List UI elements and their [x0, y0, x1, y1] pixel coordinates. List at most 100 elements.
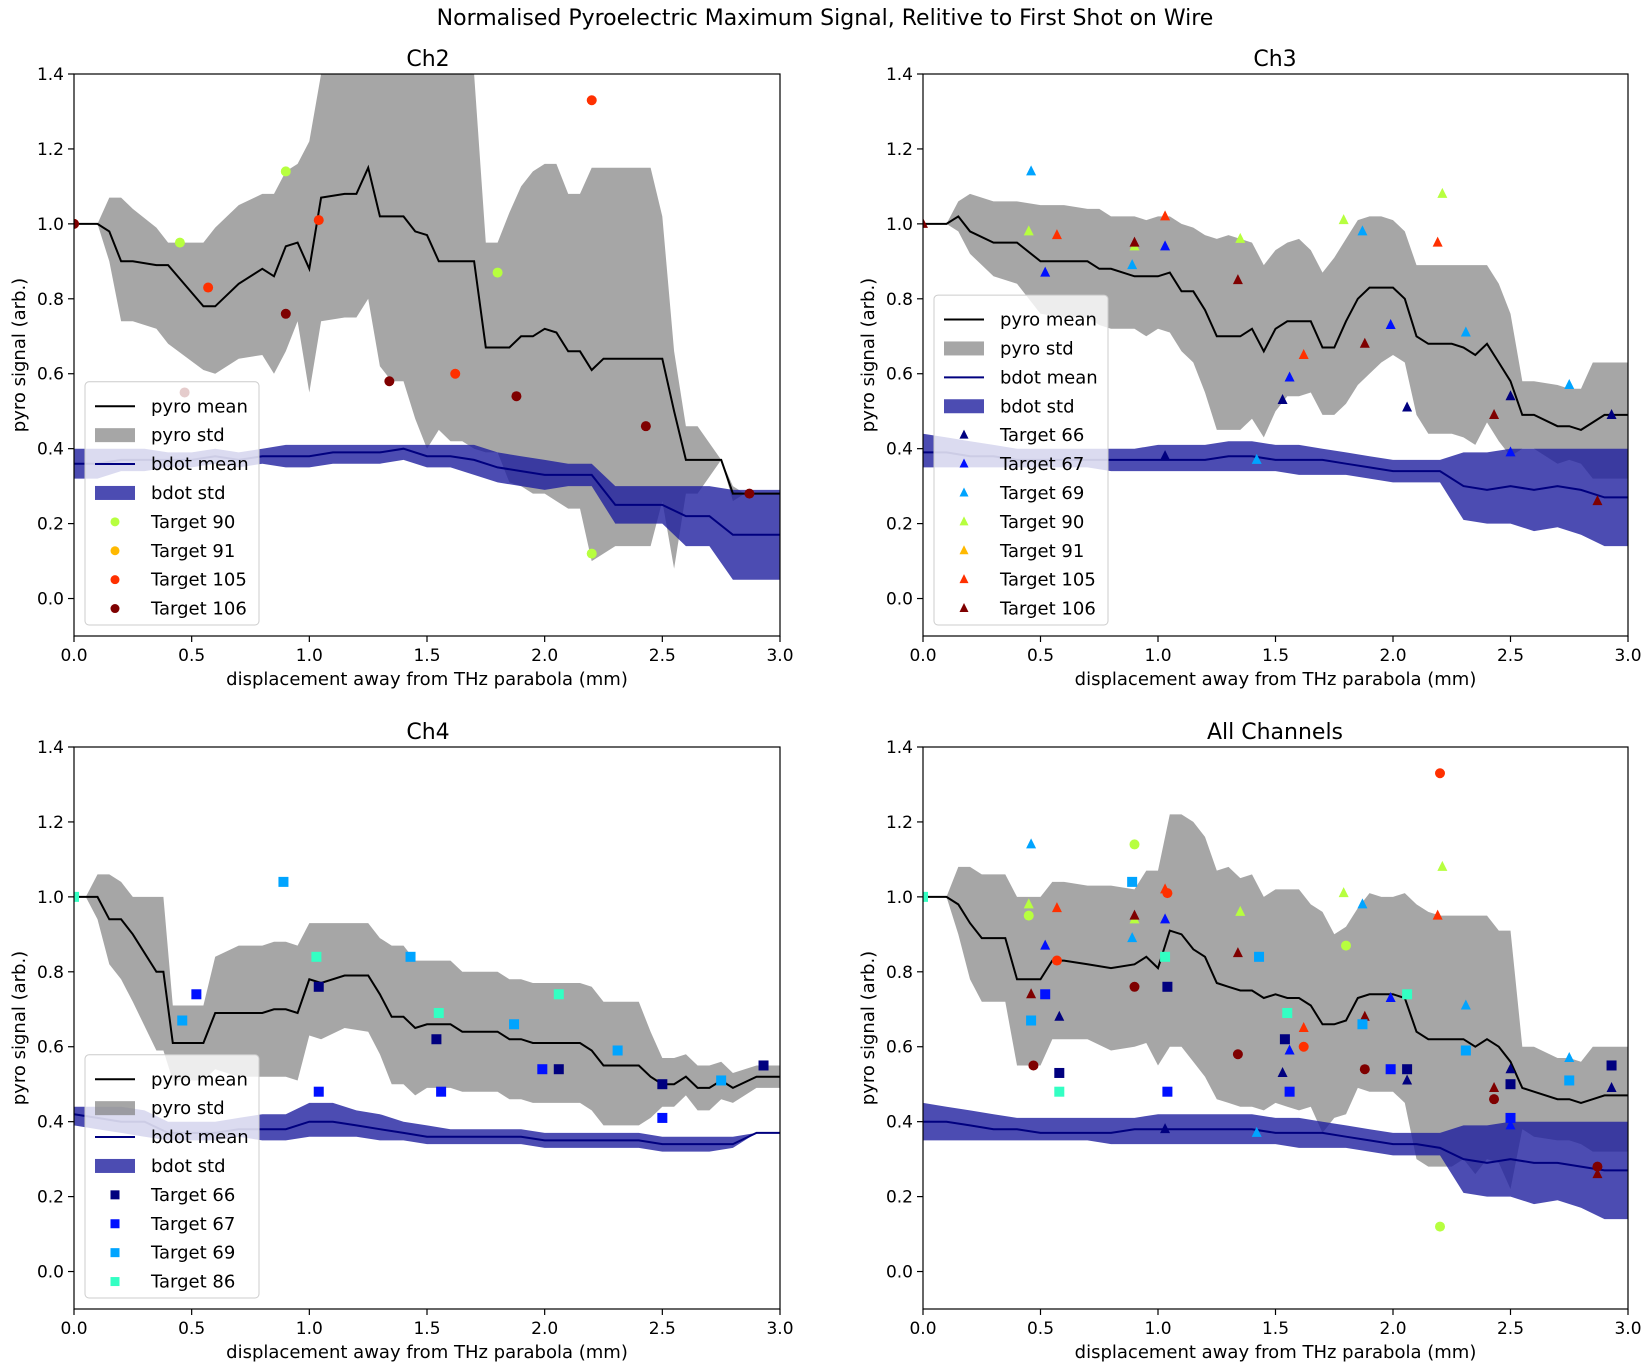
y-tick-label: 1.2: [37, 140, 64, 160]
legend-target-106-marker: [110, 604, 120, 614]
legend-label: bdot std: [1000, 396, 1075, 417]
legend-label: pyro std: [151, 1098, 225, 1119]
target-106-point: [1489, 1081, 1500, 1092]
target-66-point: [1277, 393, 1288, 404]
target-90-point: [1023, 898, 1034, 909]
target-106-point: [1028, 1060, 1039, 1071]
target-69-point: [1357, 225, 1368, 236]
legend: pyro mean pyro std bdot mean bdot std Target…: [84, 1054, 260, 1299]
y-tick-label: 0.6: [37, 365, 64, 385]
target-69-point: [1460, 1045, 1471, 1056]
target-69-point: [405, 951, 416, 962]
x-axis-label: displacement away from THz parabola (mm): [1075, 669, 1477, 690]
target-69-point: [1026, 1015, 1037, 1026]
x-tick-label: 0.0: [60, 646, 87, 666]
target-106-point: [1592, 495, 1603, 506]
legend-frame: [84, 381, 260, 626]
legend-target-66-marker: [110, 1190, 120, 1200]
y-tick-label: 1.0: [37, 888, 64, 908]
target-66-point: [1505, 1079, 1516, 1090]
chart-ch4: Ch4 0.0 0.5 1.0 1.5 2.0 2.5 3.0 0.0 0.2 0.4 0.6 0.8 1…: [9, 720, 794, 1363]
target-66-point: [1277, 1066, 1288, 1077]
target-66-point: [1402, 401, 1413, 412]
legend-label: bdot std: [151, 1156, 226, 1177]
chart-title: Ch2: [406, 47, 449, 72]
y-tick-label: 0.6: [886, 365, 913, 385]
legend-label: Target 90: [999, 512, 1084, 533]
y-axis-label: pyro signal (arb.): [858, 951, 879, 1105]
y-tick-label: 1.0: [37, 215, 64, 235]
target-90-point: [492, 267, 503, 278]
chart-all: All Channels 0.0 0.5 1.0 1.5 2.0 2.5 3.0 0.0 0.2 0…: [858, 720, 1642, 1363]
legend-label: Target 91: [150, 541, 235, 562]
target-69-point: [1026, 165, 1037, 176]
target-66-point: [1279, 1034, 1290, 1045]
target-69-point: [1357, 1019, 1368, 1030]
legend-label: Target 106: [150, 599, 247, 620]
target-67-point: [191, 989, 202, 1000]
target-69-point: [1564, 1075, 1575, 1086]
legend-bdot-std-handle: [944, 399, 984, 414]
legend-label: Target 69: [150, 1243, 235, 1264]
legend-pyro-std-handle: [944, 341, 984, 356]
target-90-point: [1437, 187, 1448, 198]
target-105-point: [1160, 883, 1171, 894]
target-105-point: [1298, 1022, 1309, 1032]
target-66-point: [1054, 1067, 1065, 1078]
target-106-point: [744, 488, 755, 499]
y-tick-label: 0.4: [37, 1113, 64, 1133]
legend-target-86-marker: [110, 1277, 120, 1287]
x-tick-label: 1.5: [1262, 646, 1289, 666]
y-tick-label: 0.2: [37, 515, 64, 535]
target-67-point: [1160, 240, 1171, 251]
legend-label: Target 69: [999, 483, 1084, 504]
target-106-point: [1489, 408, 1500, 419]
x-tick-label: 1.0: [1144, 1319, 1171, 1339]
pyro-mean-line: [74, 164, 780, 495]
x-tick-label: 3.0: [1614, 646, 1641, 666]
target-105-point: [1160, 210, 1171, 221]
target-106-point: [640, 421, 651, 432]
target-69-point: [278, 876, 289, 887]
chart-title: Ch4: [406, 720, 449, 745]
target-86-point: [433, 1008, 444, 1019]
pyro-mean-line: [923, 215, 1628, 431]
target-69-point: [509, 1019, 520, 1030]
target-67-point: [1284, 1044, 1295, 1055]
y-tick-label: 0.6: [37, 1038, 64, 1058]
legend-label: bdot mean: [151, 454, 249, 475]
target-106-point: [1129, 236, 1140, 247]
legend-label: Target 105: [999, 570, 1096, 591]
target-67-point: [1385, 319, 1396, 330]
target-86-point: [1402, 989, 1413, 1000]
target-106-point: [1359, 1010, 1370, 1021]
target-86-point: [553, 989, 564, 1000]
x-tick-label: 1.0: [296, 646, 323, 666]
target-86-point: [311, 951, 322, 962]
legend-target-90-marker: [110, 517, 120, 527]
y-tick-label: 1.2: [886, 813, 913, 833]
target-106-point: [1129, 909, 1140, 920]
target-105-point: [1051, 955, 1062, 966]
y-tick-label: 1.4: [37, 738, 64, 758]
x-tick-label: 0.0: [60, 1319, 87, 1339]
y-tick-label: 1.4: [886, 65, 913, 85]
target-69-point: [1127, 259, 1138, 270]
legend-label: Target 67: [150, 1214, 235, 1235]
x-tick-label: 0.5: [178, 1319, 205, 1339]
target-66-point: [758, 1060, 769, 1071]
x-tick-label: 1.5: [413, 1319, 440, 1339]
target-66-point: [1402, 1074, 1413, 1085]
target-106-point: [1592, 1168, 1603, 1179]
target-105-point: [203, 282, 214, 293]
target-86-point: [1054, 1086, 1065, 1097]
legend-target-91-marker: [959, 545, 969, 555]
bdot-mean-line: [923, 1120, 1628, 1172]
target-67-point: [1040, 939, 1051, 950]
legend-target-67-marker: [110, 1219, 120, 1229]
target-67-point: [1505, 1119, 1516, 1130]
target-90-point: [1235, 232, 1246, 243]
target-90-point: [174, 237, 185, 248]
target-106-point: [280, 308, 291, 319]
